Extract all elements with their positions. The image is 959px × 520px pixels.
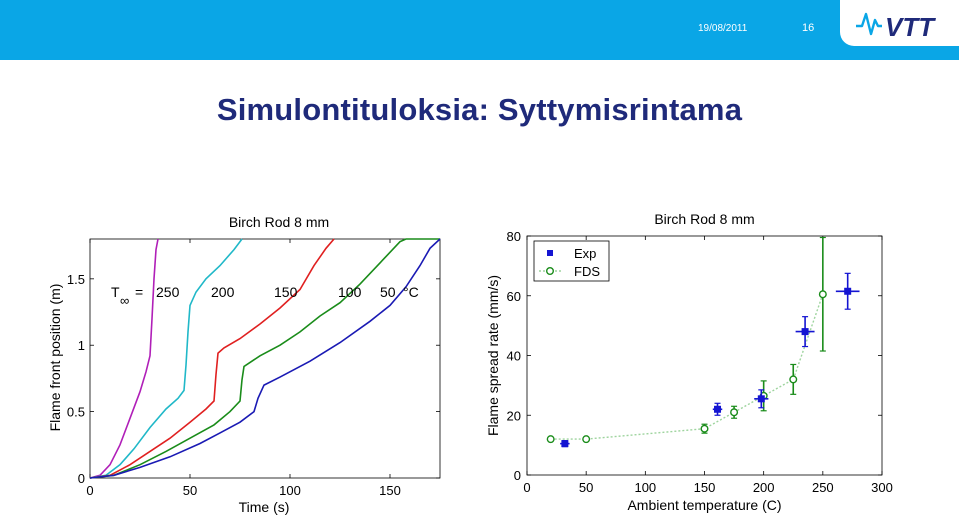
x-axis-label: Ambient temperature (C) [627, 497, 781, 513]
series-label: 100 [338, 284, 362, 300]
y-axis-label: Flame front position (m) [47, 284, 63, 432]
header-bar [0, 0, 959, 60]
annotation-equals: = [135, 284, 143, 300]
x-tick-label: 150 [694, 480, 716, 495]
slide-title: Simulontituloksia: Syttymisrintama [216, 92, 743, 127]
exp-point [757, 395, 765, 403]
fds-point [730, 408, 739, 417]
legend-exp-marker [547, 250, 553, 256]
logo-text: VTT [885, 12, 936, 42]
fds-point [789, 375, 798, 384]
x-tick-label: 100 [279, 483, 301, 498]
legend-fds-marker [546, 267, 555, 276]
series-label: 200 [211, 284, 235, 300]
slide-date: 19/08/2011 [698, 23, 748, 34]
y-tick-label: 20 [507, 408, 521, 423]
series-line [89, 238, 440, 479]
chart-title: Birch Rod 8 mm [229, 214, 329, 230]
y-tick-label: 1.5 [67, 272, 85, 287]
x-tick-label: 300 [871, 480, 893, 495]
y-tick-label: 60 [507, 289, 521, 304]
x-tick-label: 150 [379, 483, 401, 498]
series-label: 150 [274, 284, 298, 300]
x-tick-label: 200 [753, 480, 775, 495]
legend-fds-label: FDS [574, 264, 600, 279]
series-line [89, 238, 159, 479]
x-tick-label: 50 [579, 480, 593, 495]
annotation-symbol: T [111, 284, 120, 300]
page-number: 16 [802, 22, 815, 34]
x-axis-label: Time (s) [239, 499, 290, 515]
x-tick-label: 50 [183, 483, 197, 498]
plot-frame [89, 238, 441, 479]
y-tick-label: 1 [78, 338, 85, 353]
x-tick-label: 0 [523, 480, 530, 495]
annotation-subscript: ∞ [120, 293, 129, 308]
x-tick-label: 100 [634, 480, 656, 495]
y-tick-label: 80 [507, 229, 521, 244]
y-tick-label: 0 [78, 471, 85, 486]
vtt-logo: VTT [840, 0, 959, 46]
x-tick-label: 250 [812, 480, 834, 495]
exp-point [561, 440, 569, 448]
y-axis-label: Flame spread rate (mm/s) [485, 275, 501, 436]
exp-point [801, 328, 809, 336]
series-line [89, 238, 335, 479]
series-label: 250 [156, 284, 180, 300]
series-line [89, 238, 243, 479]
chart-title: Birch Rod 8 mm [654, 211, 754, 227]
legend-exp-label: Exp [574, 246, 596, 261]
annotation-unit: °C [403, 284, 419, 300]
legend-box [533, 240, 610, 282]
exp-point [844, 287, 852, 295]
exp-point [714, 405, 722, 413]
x-tick-label: 0 [86, 483, 93, 498]
fds-point [546, 435, 555, 444]
fds-point [700, 424, 709, 433]
vtt-logo-mark: VTT [856, 12, 936, 42]
series-line [89, 238, 441, 479]
fds-point [582, 435, 591, 444]
y-tick-label: 40 [507, 349, 521, 364]
y-tick-label: 0 [514, 468, 521, 483]
series-label: 50 [380, 284, 396, 300]
fds-point [818, 290, 827, 299]
y-tick-label: 0.5 [67, 405, 85, 420]
